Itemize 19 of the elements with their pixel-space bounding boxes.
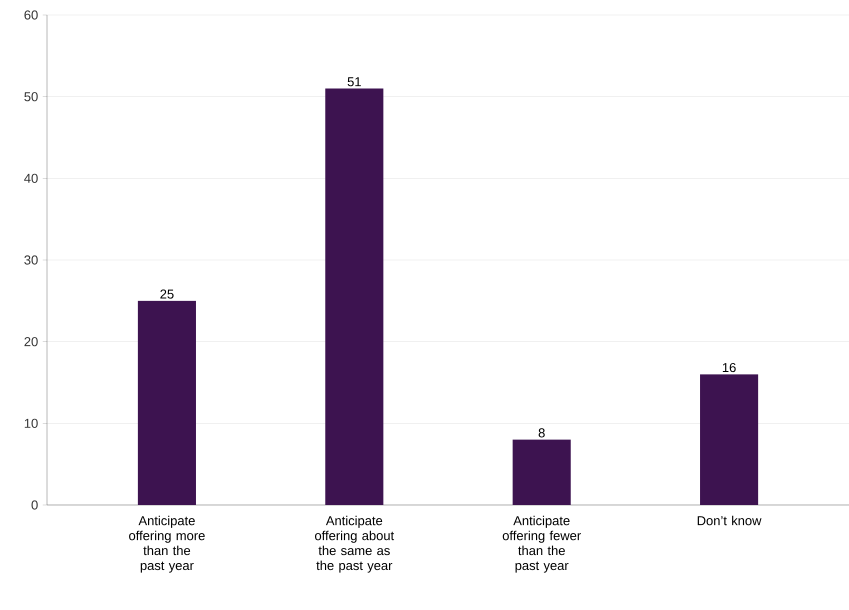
bar	[138, 300, 196, 505]
y-tick-label: 10	[24, 418, 38, 428]
bar	[512, 440, 571, 505]
bar	[700, 374, 758, 505]
y-tick-label: 50	[24, 92, 38, 102]
y-tick-label: 30	[24, 255, 38, 265]
data-label: 25	[160, 289, 174, 299]
bar	[325, 88, 384, 505]
data-label: 51	[348, 77, 361, 86]
data-label: 8	[538, 428, 545, 438]
y-tick-label: 60	[24, 10, 38, 20]
y-tick-label: 0	[32, 500, 38, 510]
x-tick-label: Anticipate offering about the same as the past year	[315, 516, 394, 573]
data-label: 16	[722, 362, 736, 372]
x-tick-label: Don’t know	[698, 516, 762, 526]
x-tick-label: Anticipate offering fewer than the past year	[502, 516, 581, 573]
y-tick-label: 40	[24, 174, 38, 183]
y-tick-label: 20	[24, 337, 38, 346]
x-tick-label: Anticipate offering more than the past year	[129, 516, 205, 573]
